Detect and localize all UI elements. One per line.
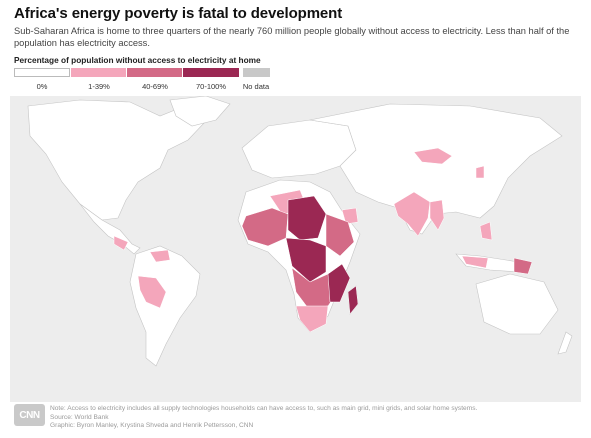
region-east-africa	[325, 213, 355, 257]
legend-swatch-0	[14, 68, 70, 77]
footer-notes: Note: Access to electricity includes all…	[50, 405, 477, 431]
headline: Africa's energy poverty is fatal to deve…	[14, 5, 343, 22]
greenland	[169, 95, 231, 127]
legend-swatch-40-69	[127, 68, 182, 77]
region-central-america	[113, 235, 129, 251]
region-venezuela	[149, 249, 171, 263]
footer	[0, 402, 591, 438]
note-text: Note: Access to electricity includes all…	[50, 405, 478, 412]
world-map	[10, 95, 581, 407]
region-indonesia	[461, 255, 489, 269]
legend-label-no-data: No data	[242, 82, 270, 91]
graphic-credit: Graphic: Byron Manley, Krystina Shveda a…	[50, 422, 254, 430]
legend-label-70-100: 70-100%	[195, 82, 227, 91]
region-philippines	[479, 221, 493, 241]
region-congo	[285, 237, 327, 283]
region-india	[393, 191, 431, 237]
region-central-sahel	[287, 195, 327, 241]
source-text: Source: World Bank	[50, 413, 109, 421]
region-central-asia	[413, 147, 453, 165]
shaded-regions	[113, 147, 533, 333]
legend-swatch-70-100	[183, 68, 239, 77]
cnn-logo: CNN	[14, 404, 45, 426]
region-peru-bolivia	[137, 275, 167, 309]
legend-label-0: 0%	[36, 82, 48, 91]
region-myanmar	[429, 199, 445, 231]
region-papua	[513, 257, 533, 275]
region-yemen-horn	[341, 207, 359, 225]
legend-label-40-69: 40-69%	[142, 82, 168, 91]
region-mozambique	[327, 263, 351, 303]
legend-label-1-39: 1-39%	[88, 82, 110, 91]
asia	[309, 103, 563, 235]
new-zealand	[557, 331, 573, 355]
subhead: Sub-Saharan Africa is home to three quar…	[14, 26, 570, 48]
legend-swatch-1-39	[71, 68, 126, 77]
north-america	[27, 99, 206, 221]
legend-title: Percentage of population without access …	[14, 55, 261, 65]
region-west-africa	[241, 207, 289, 247]
world-map-svg	[10, 95, 581, 402]
legend-swatch-no-data	[243, 68, 270, 77]
region-madagascar	[347, 285, 359, 315]
south-america	[129, 245, 201, 367]
region-southern-africa	[295, 305, 329, 333]
region-north-korea	[475, 165, 485, 179]
australia	[475, 273, 559, 335]
